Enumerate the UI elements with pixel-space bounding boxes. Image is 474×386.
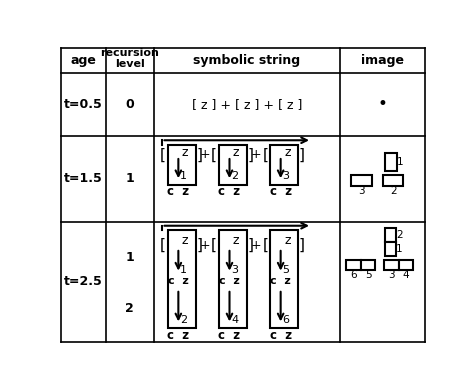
Text: 1: 1 xyxy=(180,265,187,275)
Bar xyxy=(384,261,399,269)
Text: 6: 6 xyxy=(350,270,356,280)
Text: z: z xyxy=(284,146,291,159)
Text: age: age xyxy=(70,54,96,67)
Text: t=2.5: t=2.5 xyxy=(64,276,103,288)
Text: 1: 1 xyxy=(397,157,403,167)
Text: •: • xyxy=(377,95,387,113)
Text: ]: ] xyxy=(248,237,254,252)
Text: [: [ xyxy=(211,147,217,163)
Text: z: z xyxy=(182,234,188,247)
Text: +: + xyxy=(251,239,262,252)
Text: t=0.5: t=0.5 xyxy=(64,98,103,110)
Text: ]: ] xyxy=(299,147,305,163)
Text: 2: 2 xyxy=(180,315,187,325)
Text: c  z: c z xyxy=(270,276,291,286)
Text: ]: ] xyxy=(299,237,305,252)
Text: z: z xyxy=(182,146,188,159)
Bar xyxy=(351,175,372,186)
Text: [: [ xyxy=(160,237,166,252)
Text: +: + xyxy=(251,148,262,161)
Text: 3: 3 xyxy=(283,171,290,181)
Text: c  z: c z xyxy=(167,185,190,198)
Bar xyxy=(168,145,196,185)
Text: 2: 2 xyxy=(390,186,397,196)
Text: z: z xyxy=(233,146,239,159)
Bar xyxy=(385,228,396,242)
Text: symbolic string: symbolic string xyxy=(193,54,301,67)
Bar xyxy=(219,230,247,328)
Text: 1: 1 xyxy=(180,171,187,181)
Text: ]: ] xyxy=(197,237,202,252)
Text: [: [ xyxy=(160,147,166,163)
Text: c  z: c z xyxy=(168,276,189,286)
Bar xyxy=(270,145,298,185)
Text: +: + xyxy=(200,148,210,161)
Text: z: z xyxy=(233,234,239,247)
Bar xyxy=(385,242,396,256)
Text: 3: 3 xyxy=(358,186,365,196)
Text: +: + xyxy=(200,239,210,252)
Bar xyxy=(385,152,397,171)
Text: c  z: c z xyxy=(270,185,292,198)
Text: 2: 2 xyxy=(396,230,403,240)
Bar xyxy=(270,230,298,328)
Text: 3: 3 xyxy=(388,270,395,280)
Text: 1: 1 xyxy=(126,251,134,264)
Text: z: z xyxy=(284,234,291,247)
Text: 5: 5 xyxy=(365,270,372,280)
Text: 2: 2 xyxy=(231,171,238,181)
Text: 2: 2 xyxy=(126,302,134,315)
Bar xyxy=(219,145,247,185)
Bar xyxy=(361,261,375,269)
Text: ]: ] xyxy=(248,147,254,163)
Text: 0: 0 xyxy=(126,98,134,110)
Text: 4: 4 xyxy=(231,315,238,325)
Text: 1: 1 xyxy=(396,244,403,254)
Text: 6: 6 xyxy=(283,315,290,325)
Bar xyxy=(383,175,403,186)
Text: 3: 3 xyxy=(231,265,238,275)
Text: recursion
level: recursion level xyxy=(100,48,159,69)
Bar xyxy=(399,261,413,269)
Text: [: [ xyxy=(263,237,268,252)
Text: c  z: c z xyxy=(219,328,241,342)
Text: 4: 4 xyxy=(403,270,410,280)
Text: image: image xyxy=(361,54,404,67)
Text: [: [ xyxy=(263,147,268,163)
Bar xyxy=(346,261,361,269)
Text: c  z: c z xyxy=(270,328,292,342)
Text: c  z: c z xyxy=(219,185,241,198)
Text: c  z: c z xyxy=(219,276,240,286)
Text: t=1.5: t=1.5 xyxy=(64,172,103,185)
Text: c  z: c z xyxy=(167,328,190,342)
Text: 1: 1 xyxy=(126,172,134,185)
Text: ]: ] xyxy=(197,147,202,163)
Text: 5: 5 xyxy=(283,265,290,275)
Text: [: [ xyxy=(211,237,217,252)
Text: [ z ] + [ z ] + [ z ]: [ z ] + [ z ] + [ z ] xyxy=(191,98,302,110)
Bar xyxy=(168,230,196,328)
